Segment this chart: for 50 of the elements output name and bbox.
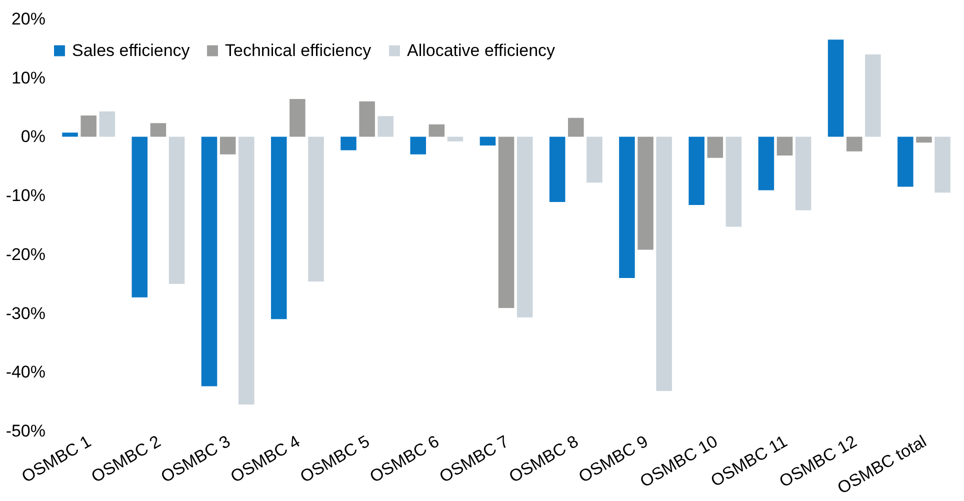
y-tick-label: 10% [11,68,46,88]
bar [168,136,185,284]
y-tick-label: -10% [6,186,46,206]
bar [726,136,742,227]
bar [656,136,672,391]
bar [290,99,306,137]
bar [498,136,514,308]
bar [270,136,287,320]
legend-label: Sales efficiency [72,40,190,60]
y-tick-label: -40% [6,362,46,382]
y-tick-label: -30% [6,304,46,323]
bar [586,136,602,183]
y-tick-label: -50% [6,422,46,440]
bar [758,136,774,190]
bar [776,136,793,156]
bar [80,116,96,137]
bar [846,136,862,152]
y-tick-label: -20% [6,244,46,264]
bar [934,136,950,193]
legend-label: Allocative efficiency [407,40,556,60]
bar [201,136,218,386]
bar [447,136,464,142]
bar [916,136,932,143]
bar [378,116,394,137]
bar [619,136,635,278]
bar [238,136,254,405]
bar [99,111,116,137]
bar [340,136,356,150]
bar [308,136,324,282]
bar [150,123,166,137]
legend-label: Technical efficiency [225,40,372,60]
bar [549,136,566,202]
bar [132,136,148,298]
bar [865,54,881,137]
y-tick-label: 0% [20,127,46,146]
bar [828,40,844,137]
y-tick-label: 20% [11,10,46,28]
bar [359,101,375,137]
bar [898,136,914,187]
bar [428,124,445,137]
bar [638,136,654,250]
bar [795,136,812,210]
bar [568,118,584,137]
bar [688,136,704,205]
bar [516,136,533,318]
bar [410,136,426,154]
bar [480,136,496,146]
bar [220,136,236,154]
bar [707,136,724,158]
bar [62,132,78,137]
